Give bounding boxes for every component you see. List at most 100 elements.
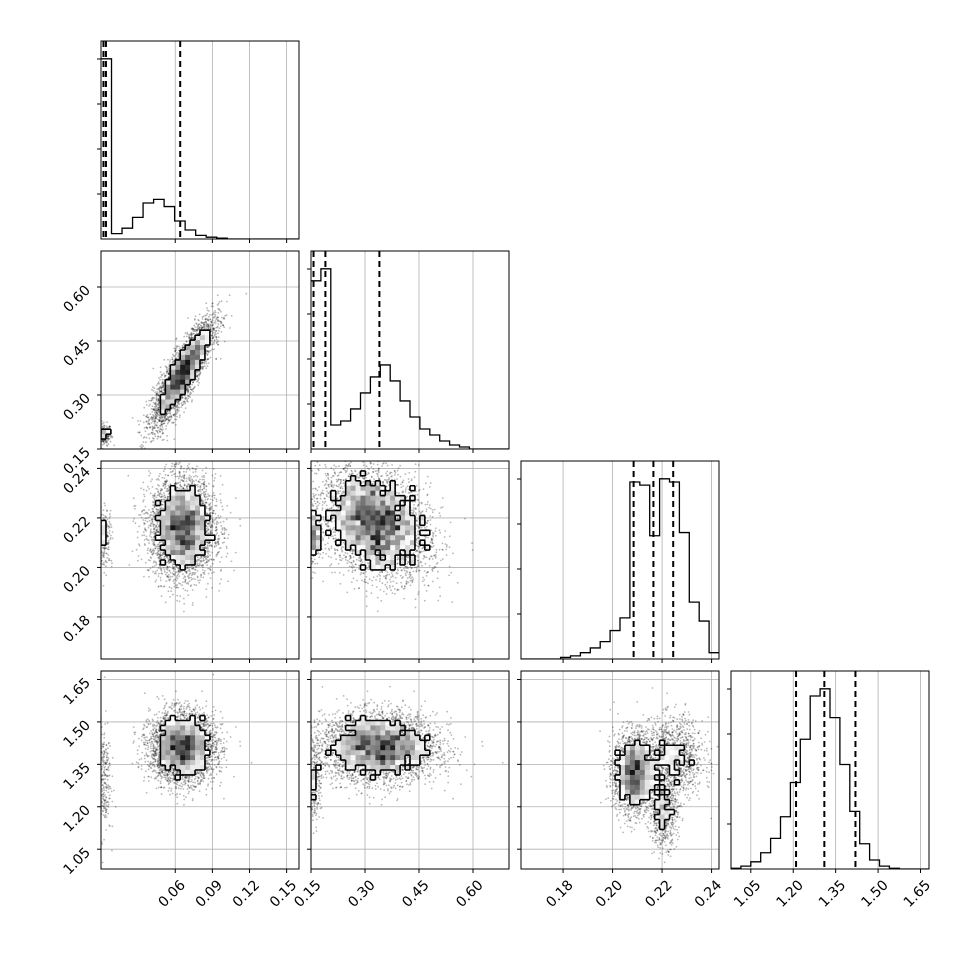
sample-point: [150, 418, 153, 421]
density-cell: [180, 564, 186, 571]
sample-point: [167, 376, 170, 379]
sample-point: [160, 585, 162, 588]
sample-point: [107, 803, 110, 806]
sample-point: [151, 388, 153, 391]
sample-point: [412, 552, 415, 554]
sample-point: [396, 572, 399, 575]
density-cell: [419, 520, 426, 526]
sample-point: [98, 432, 100, 434]
sample-point: [424, 503, 427, 506]
sample-point: [102, 552, 105, 555]
sample-point: [201, 475, 204, 478]
sample-point: [376, 463, 379, 466]
sample-point: [224, 529, 226, 532]
density-cell: [375, 485, 381, 491]
sample-point: [107, 784, 110, 787]
sample-point: [153, 421, 156, 423]
sample-point: [207, 560, 210, 562]
density-cell: [200, 330, 206, 336]
sample-point: [104, 782, 106, 785]
sample-point: [105, 811, 107, 814]
sample-point: [339, 487, 342, 490]
sample-point: [371, 570, 374, 573]
sample-point: [325, 524, 328, 527]
sample-point: [371, 483, 373, 486]
sample-point: [192, 381, 195, 384]
sample-point: [155, 487, 158, 490]
density-cell: [190, 505, 196, 511]
sample-point: [161, 770, 163, 773]
sample-point: [206, 354, 209, 356]
sample-point: [200, 325, 203, 327]
sample-point: [196, 771, 199, 774]
sample-point: [101, 733, 103, 736]
sample-point: [411, 579, 413, 582]
sample-point: [150, 431, 153, 434]
sample-point: [210, 526, 212, 529]
sample-point: [101, 559, 103, 562]
sample-point: [180, 488, 183, 490]
sample-point: [190, 787, 193, 790]
sample-point: [105, 744, 108, 747]
sample-point: [397, 589, 400, 591]
sample-point: [363, 580, 366, 583]
sample-point: [452, 552, 454, 555]
sample-point: [101, 426, 104, 428]
sample-point: [173, 404, 176, 407]
sample-point: [219, 723, 222, 726]
sample-point: [331, 517, 334, 520]
sample-point: [230, 560, 233, 563]
sample-point: [153, 426, 156, 429]
density-cell: [200, 345, 206, 351]
sample-point: [215, 338, 218, 341]
sample-point: [136, 559, 139, 562]
sample-point: [207, 345, 209, 348]
sample-point: [418, 551, 421, 554]
sample-point: [170, 587, 173, 589]
sample-point: [158, 399, 160, 402]
sample-point: [184, 402, 187, 405]
sample-point: [431, 542, 434, 544]
sample-point: [416, 537, 419, 539]
sample-point: [166, 497, 169, 499]
sample-point: [176, 415, 178, 418]
density-cell: [345, 515, 351, 521]
sample-point: [226, 300, 228, 303]
sample-point: [433, 565, 436, 568]
sample-point: [200, 361, 203, 364]
sample-point: [108, 774, 111, 777]
sample-point: [155, 404, 158, 406]
sample-point: [173, 704, 176, 707]
sample-point: [160, 428, 162, 431]
sample-point: [131, 417, 134, 419]
sample-point: [309, 494, 311, 496]
sample-point: [312, 505, 315, 507]
sample-point: [105, 796, 108, 799]
sample-point: [159, 541, 161, 543]
sample-point: [105, 552, 107, 555]
sample-point: [183, 483, 186, 486]
sample-point: [150, 519, 153, 521]
sample-point: [152, 570, 154, 573]
sample-point: [184, 581, 186, 583]
sample-point: [197, 379, 199, 382]
sample-point: [101, 745, 104, 748]
sample-point: [219, 521, 222, 524]
sample-point: [200, 726, 203, 729]
sample-point: [103, 769, 106, 771]
sample-point: [177, 406, 179, 409]
sample-point: [105, 811, 107, 814]
sample-point: [165, 770, 168, 773]
sample-point: [214, 504, 217, 507]
sample-point: [307, 531, 309, 533]
sample-point: [160, 386, 163, 389]
sample-point: [386, 571, 389, 573]
sample-point: [194, 700, 197, 703]
sample-point: [106, 775, 109, 778]
sample-point: [327, 478, 330, 481]
sample-point: [464, 517, 466, 520]
sample-point: [102, 758, 104, 761]
sample-point: [168, 419, 171, 422]
density-cell: [350, 480, 356, 487]
sample-point: [183, 610, 185, 613]
